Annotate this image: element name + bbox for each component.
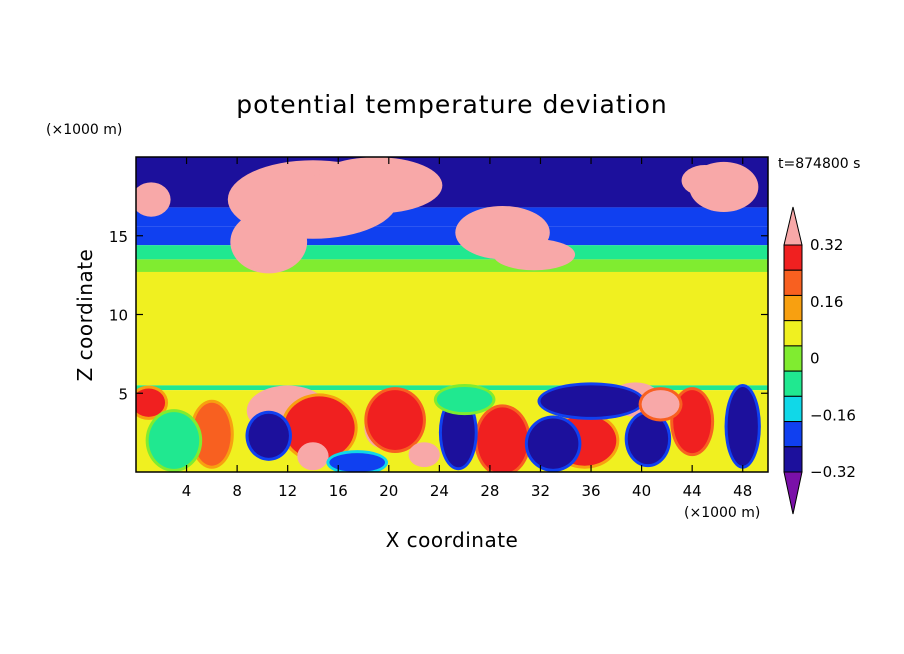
x-tick-label-7: 32	[531, 482, 550, 500]
x-tick-label-2: 12	[278, 482, 297, 500]
x-tick-label-10: 44	[683, 482, 702, 500]
y-unit-label: (×1000 m)	[46, 122, 122, 138]
blob-17	[192, 402, 231, 466]
colorbar-label-0: 0.32	[810, 236, 843, 254]
y-tick-label-2: 15	[109, 228, 128, 246]
layer-transition-3	[136, 259, 768, 272]
colorbar-box-6	[783, 395, 803, 423]
blob-11	[367, 390, 423, 450]
blob-19	[673, 390, 712, 454]
colorbar-extend-top	[783, 206, 803, 246]
x-tick-label-4: 20	[379, 482, 398, 500]
blob-27	[329, 453, 386, 472]
blob-22	[248, 413, 289, 458]
x-tick-label-6: 28	[480, 482, 499, 500]
blob-5	[136, 185, 168, 214]
x-unit-label: (×1000 m)	[684, 505, 760, 521]
colorbar-box-8	[783, 446, 803, 473]
blob-7	[684, 168, 726, 194]
x-tick-label-3: 16	[329, 482, 348, 500]
colorbar-label-2: 0	[810, 350, 820, 368]
blob-28	[148, 412, 200, 469]
layer-upper-edge	[136, 207, 768, 227]
chart-title: potential temperature deviation	[236, 90, 667, 119]
colorbar-box-4	[783, 345, 803, 372]
blob-23	[441, 397, 475, 468]
colorbar-label-3: −0.16	[810, 406, 856, 424]
colorbar-box-1	[783, 269, 803, 296]
heatmap-field	[136, 157, 768, 472]
y-tick-label-0: 5	[118, 385, 128, 403]
blob-26	[727, 386, 758, 466]
x-tick-label-1: 8	[232, 482, 242, 500]
colorbar-box-7	[783, 421, 803, 448]
blob-1	[312, 160, 440, 211]
blob-14	[411, 445, 437, 465]
time-label: t=874800 s	[778, 156, 860, 172]
blob-9	[283, 396, 355, 460]
blob-18	[136, 388, 166, 417]
x-tick-label-9: 40	[632, 482, 651, 500]
x-axis-label: X coordinate	[386, 528, 519, 552]
blob-29	[436, 386, 493, 413]
colorbar-box-3	[783, 320, 803, 347]
colorbar: 0.32 0.16 0 −0.16 −0.32	[783, 206, 856, 515]
blob-25	[627, 413, 669, 465]
layer-transition-2	[136, 245, 768, 260]
colorbar-box-0	[783, 244, 803, 271]
blob-30	[641, 390, 680, 419]
colorbar-label-1: 0.16	[810, 293, 843, 311]
blob-2	[233, 213, 305, 271]
layer-middle	[136, 271, 768, 386]
y-axis-label: Z coordinate	[73, 249, 97, 382]
blob-13	[477, 407, 528, 472]
colorbar-extend-bottom	[783, 471, 803, 515]
colorbar-box-2	[783, 294, 803, 322]
x-tick-label-11: 48	[733, 482, 752, 500]
x-tick-label-5: 24	[430, 482, 449, 500]
blob-4	[496, 242, 573, 268]
blob-15	[300, 445, 326, 468]
x-tick-label-0: 4	[182, 482, 192, 500]
colorbar-label-4: −0.32	[810, 463, 856, 481]
blob-21	[540, 385, 642, 417]
y-tick-label-1: 10	[109, 307, 128, 325]
colorbar-box-5	[783, 370, 803, 397]
blob-24	[527, 418, 579, 469]
x-axis-ticks: 4 8 12 16 20 24 28 32 36 40 44 48	[182, 157, 752, 500]
x-tick-label-8: 36	[581, 482, 600, 500]
y-axis-ticks: 5 10 15	[109, 228, 768, 403]
